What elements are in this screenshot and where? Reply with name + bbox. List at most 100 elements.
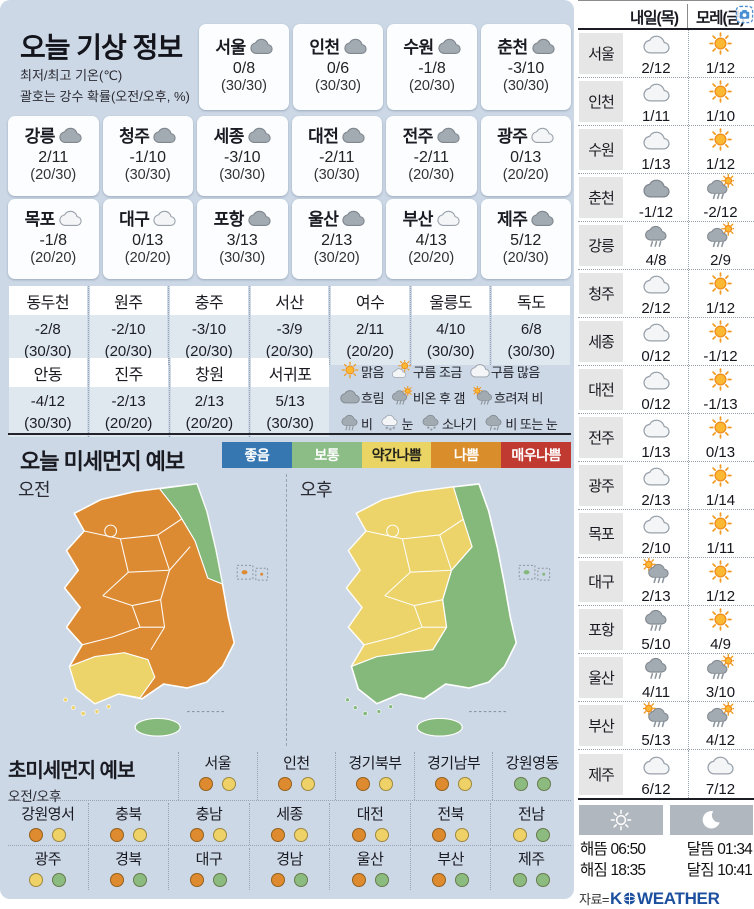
legend-item: 흐려져 비 [472, 385, 543, 409]
map-label-pm: 오후 [300, 480, 333, 500]
astro-footer: 해뜸 06:50 달뜸 01:34 해짐 18:35 달짐 10:41 자료= … [578, 800, 754, 909]
sun-icon [707, 318, 734, 350]
forecast-day1-temp: 2/12 [641, 300, 671, 317]
note-prob: 괄호는 강수 확률(오전/오후, %) [20, 88, 190, 104]
card-precip-prob: (20/30) [502, 250, 549, 266]
forecast-day1: 6/12 [624, 750, 688, 798]
ultrafine-subtitle: 오전/오후 [8, 789, 62, 804]
ultrafine-section: 초미세먼지 예보 오전/오후 서울 인천 경기북부 경기남부 강원영동 [8, 752, 571, 890]
cloud-gray-icon [437, 123, 460, 146]
forecast-day2-temp: -1/13 [703, 396, 738, 413]
ultrafine-cell: 대구 [168, 848, 249, 890]
cloud-gray-icon [342, 123, 366, 146]
table-values: -2/10 (20/30) [89, 315, 168, 365]
forecast-day1-temp: 2/13 [641, 588, 671, 605]
card-temp: -2/11 [319, 149, 355, 166]
city-table-col: 독도 6/8 (30/30) [490, 286, 571, 365]
forecast-row: 강릉 4/8 2/9 [578, 221, 754, 270]
city-table-col: 안동 -4/12 (30/30) [8, 358, 88, 437]
sun-icon [707, 606, 734, 638]
am-dust-dot [109, 873, 124, 887]
city-cards-row3: 목포 -1/8 (20/20) 대구 0/13 (20/20) 포항 3/13 (3… [8, 199, 571, 279]
ultrafine-dots [415, 777, 493, 791]
card-precip-prob: (30/30) [219, 250, 266, 266]
ultrafine-dots [336, 777, 414, 791]
pm-dust-dot [374, 828, 389, 842]
am-dust-dot [351, 828, 366, 842]
card-precip-prob: (30/20) [313, 250, 360, 266]
ultrafine-cell: 전북 [409, 803, 491, 845]
pm-dust-dot [535, 873, 550, 887]
legend-label: 비온 후 갬 [412, 390, 466, 406]
cloud-gray-icon [59, 123, 82, 146]
forecast-col1-header: 내일(목) [629, 10, 679, 27]
weather-card: 강릉 2/11 (20/30) [8, 116, 99, 196]
card-city: 서울 [215, 38, 246, 57]
forecast-row: 춘천 -1/12 -2/12 [578, 173, 754, 222]
forecast-day1: 1/13 [624, 126, 688, 173]
forecast-row: 포항 5/10 4/9 [578, 606, 754, 654]
dust-level-매우나쁨: 매우나쁨 [501, 442, 571, 468]
forecast-city: 강릉 [578, 222, 624, 269]
weather-card: 포항 3/13 (30/30) [197, 199, 288, 279]
card-city: 울산 [308, 210, 339, 229]
city-table-col: 진주 -2/13 (20/20) [87, 358, 169, 437]
ultrafine-region: 전남 [517, 806, 545, 823]
weather-card: 광주 0/13 (20/20) [480, 116, 571, 196]
forecast-day2: 3/10 [688, 653, 752, 701]
cloud-gray-icon [248, 123, 271, 146]
header-divider [687, 4, 688, 28]
ultrafine-dots [250, 873, 330, 887]
cloud-gray-icon [340, 386, 360, 409]
pm-dust-dot [294, 828, 309, 842]
forecast-panel: 내일(목) 모레(금) 서울 2/12 1/12 인천 1/11 1/10 수원 1… [578, 0, 754, 908]
forecast-day1: 2/12 [624, 270, 688, 317]
forecast-day1-temp: 5/10 [641, 636, 671, 653]
forecast-day1: 2/10 [624, 510, 688, 557]
rain-icon [643, 222, 670, 254]
page-title: 오늘 기상 정보 [20, 32, 183, 63]
card-precip-prob: (20/20) [502, 167, 549, 183]
ultrafine-cell: 충남 [168, 803, 249, 845]
forecast-row: 울산 4/11 3/10 [578, 653, 754, 702]
card-city: 전주 [402, 127, 434, 146]
table-city: 원주 [89, 286, 168, 315]
dust-section-title: 오늘 미세먼지 예보 [20, 449, 185, 474]
cloud-white-icon [642, 126, 670, 158]
rain-snow-icon [484, 412, 504, 435]
cloud-white-icon [642, 462, 670, 494]
forecast-day1-temp: 2/12 [641, 60, 671, 77]
ultrafine-title-block: 초미세먼지 예보 오전/오후 [8, 752, 178, 804]
ultrafine-dots [411, 873, 491, 887]
card-precip-prob: (20/30) [30, 167, 77, 183]
forecast-day2-temp: 4/12 [705, 732, 736, 749]
ultrafine-dots [89, 828, 169, 842]
forecast-day1: 5/10 [624, 606, 688, 653]
pm-dust-dot [300, 777, 315, 791]
note-temp: 최저/최고 기온(℃) [20, 68, 123, 83]
city-table-col: 창원 2/13 (20/20) [168, 358, 250, 437]
weather-card: 춘천 -3/10 (30/30) [481, 24, 571, 110]
pm-dust-dot [535, 828, 550, 842]
forecast-day2: 7/12 [688, 750, 752, 798]
am-dust-dot [435, 777, 450, 791]
ultrafine-cell: 제주 [490, 848, 571, 890]
legend-label: 눈 [401, 416, 413, 432]
ultrafine-cell: 경남 [248, 848, 330, 890]
pm-dust-dot [132, 873, 147, 887]
sun-icon [707, 270, 734, 302]
legend-label: 구름 조금 [412, 365, 462, 380]
table-values: -2/8 (30/30) [9, 315, 87, 365]
card-temp: -3/10 [507, 60, 545, 77]
forecast-day2: -1/13 [688, 366, 752, 413]
screenshot-capture-icon[interactable] [735, 5, 754, 29]
legend-item: 구름 많음 [470, 360, 540, 383]
ultrafine-dots [169, 828, 249, 842]
forecast-day1: 1/13 [624, 414, 688, 461]
rain-icon [340, 412, 360, 435]
forecast-city: 춘천 [578, 174, 624, 221]
forecast-city: 울산 [578, 654, 624, 701]
astro-line1: 해뜸 06:50 달뜸 01:34 [580, 841, 753, 858]
card-temp: -1/10 [129, 149, 166, 166]
